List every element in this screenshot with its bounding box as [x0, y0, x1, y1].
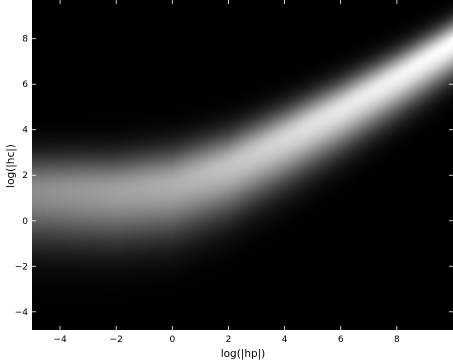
y-tick-label: −2	[15, 262, 28, 272]
y-tick-label: 6	[22, 80, 28, 90]
y-tick-label: 8	[22, 35, 28, 45]
y-tick-label: 0	[22, 217, 28, 227]
y-tick-label: −4	[15, 308, 29, 318]
x-tick-label: 4	[282, 335, 288, 345]
x-axis: −4 −2 0 2 4 6 8	[53, 0, 400, 345]
x-tick-label: 0	[169, 335, 175, 345]
heatmap-image	[32, 0, 453, 330]
x-tick-label: 6	[338, 335, 344, 345]
x-tick-label: 2	[226, 335, 232, 345]
x-tick-label: −2	[110, 335, 123, 345]
x-axis-label: log(|hp|)	[221, 348, 266, 360]
y-tick-label: 2	[22, 171, 28, 181]
plot-area	[32, 0, 453, 330]
y-axis-label: log(|hc|)	[5, 144, 17, 188]
y-axis: −4 −2 0 2 4 6 8	[15, 35, 453, 318]
x-tick-label: −4	[53, 335, 67, 345]
y-tick-label: 4	[22, 126, 28, 136]
x-tick-label: 8	[394, 335, 400, 345]
